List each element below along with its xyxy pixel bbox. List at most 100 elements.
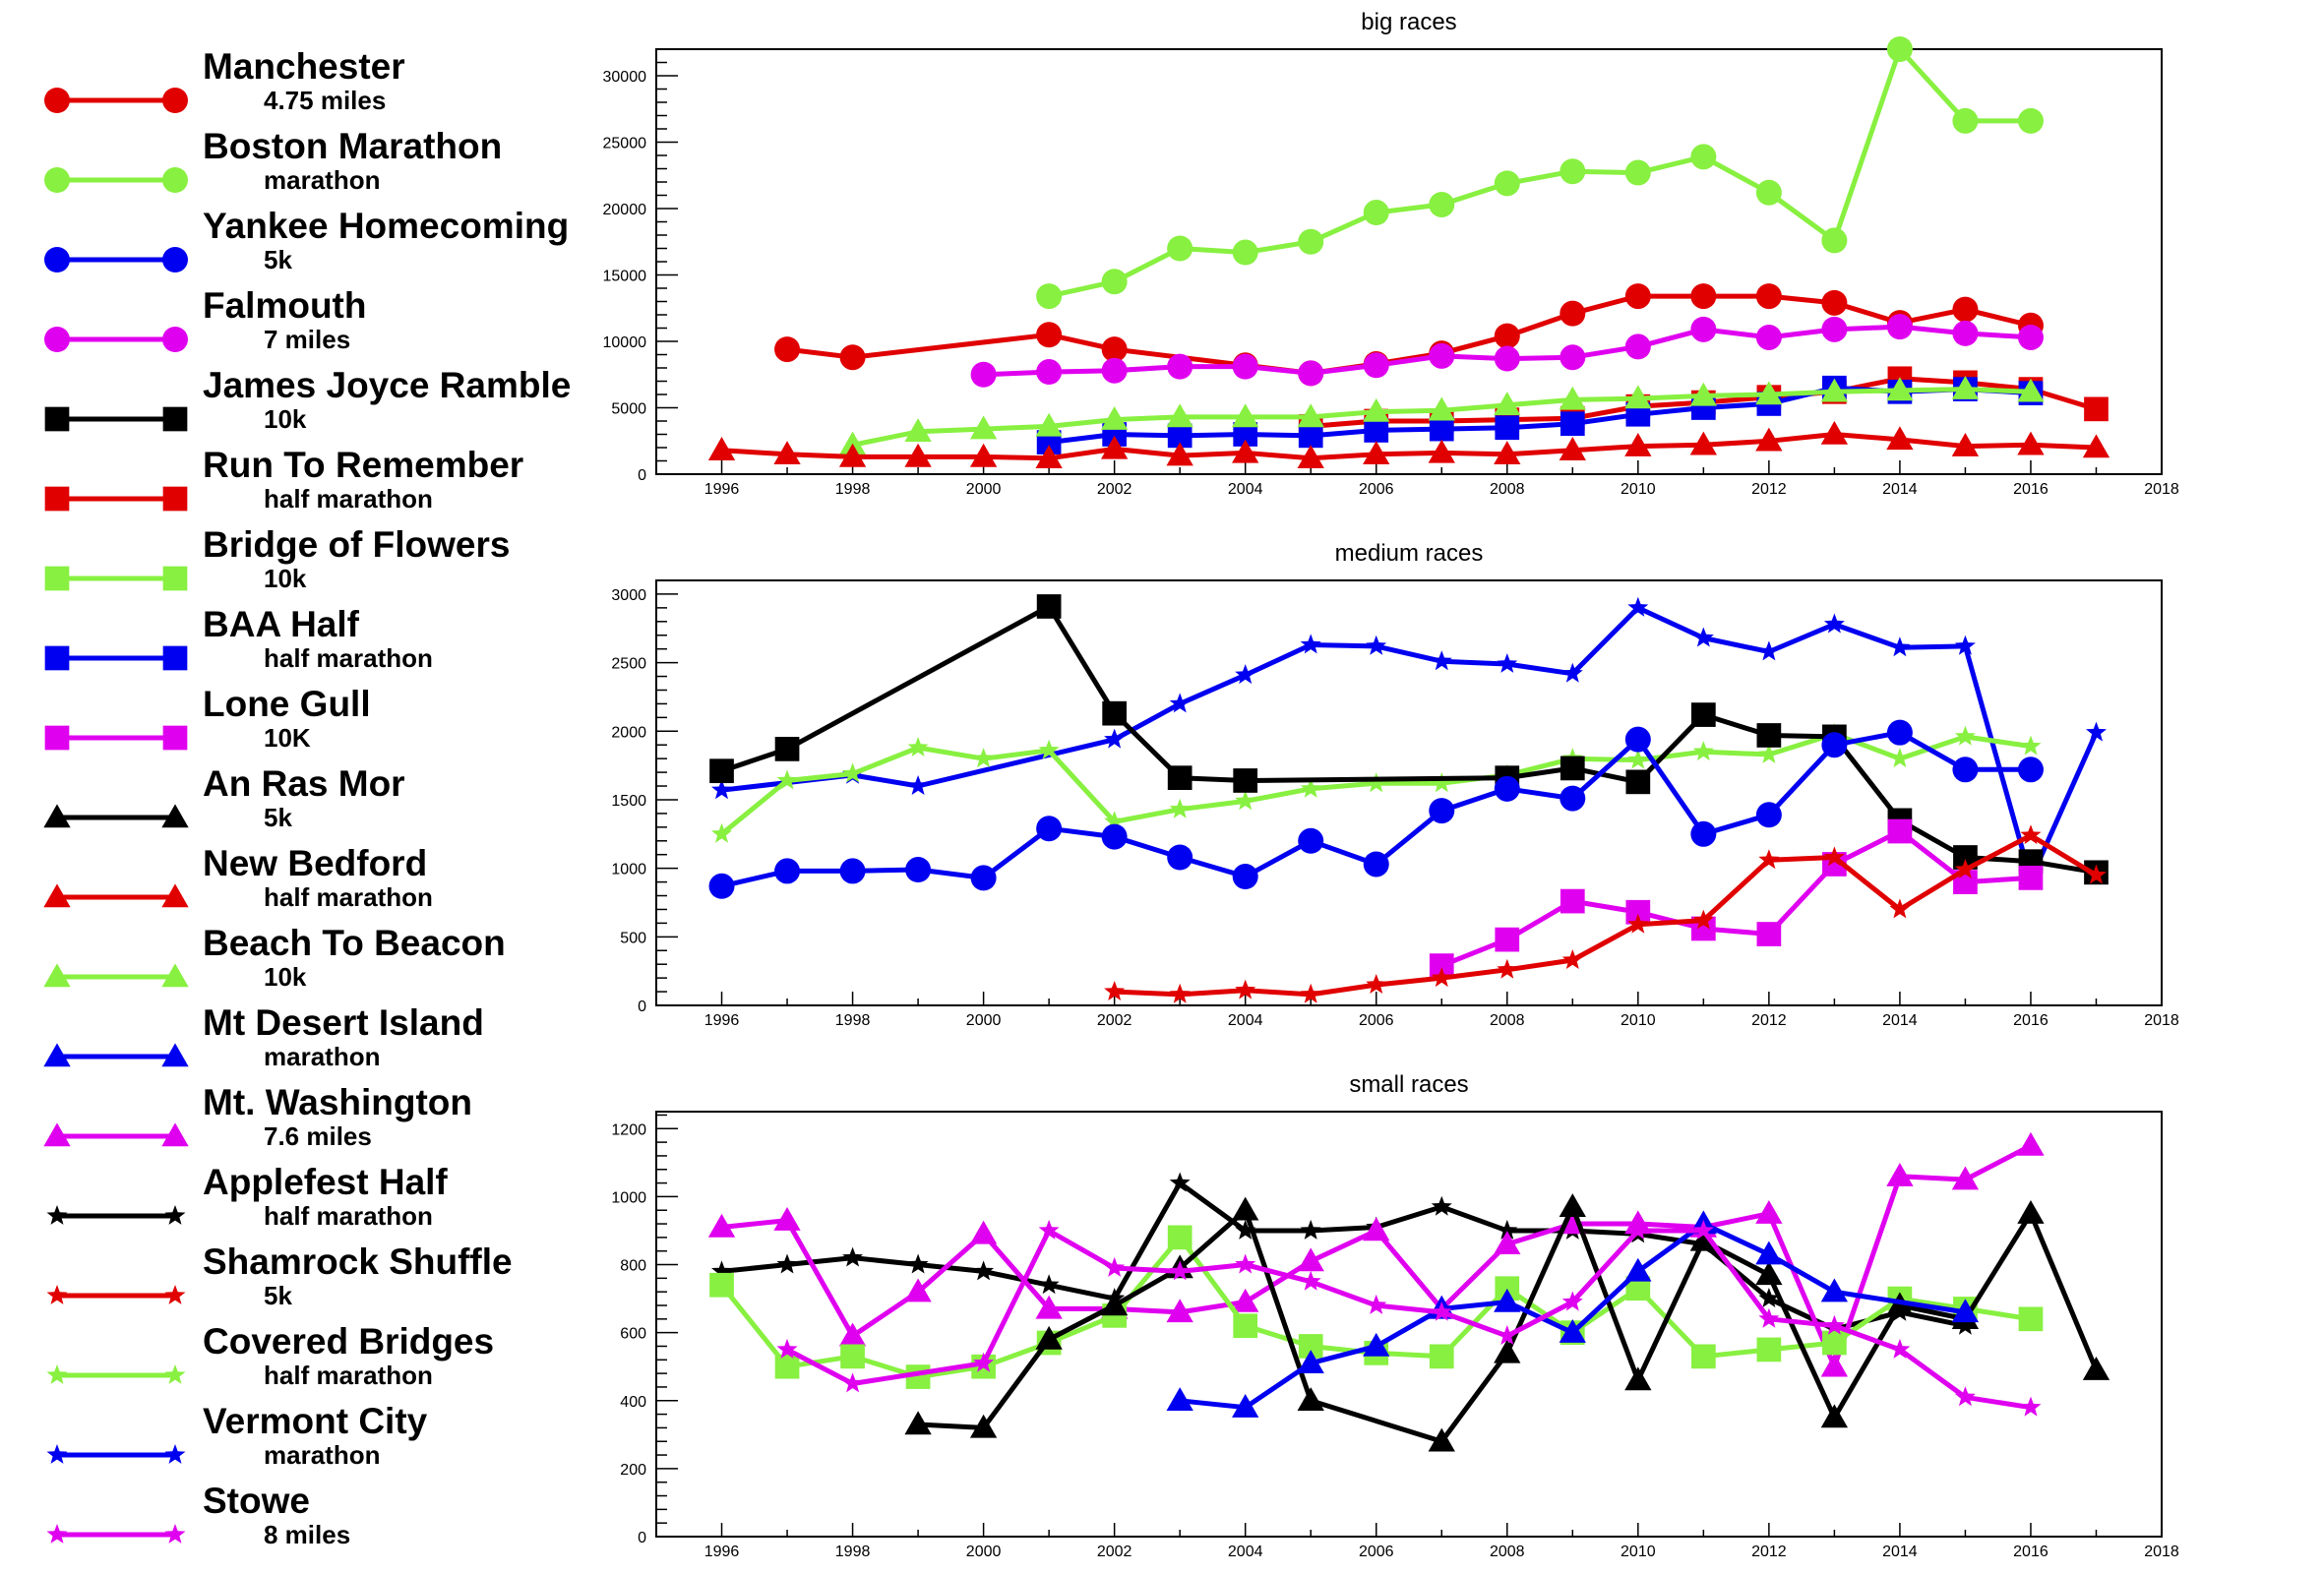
data-point-star <box>1758 640 1780 661</box>
data-point-triangle <box>1232 1196 1259 1221</box>
data-point-triangle <box>2082 434 2110 458</box>
x-tick-label: 1998 <box>835 1544 871 1560</box>
data-point-triangle <box>904 443 932 467</box>
legend-name: Beach To Beacon <box>203 923 506 963</box>
data-point-star <box>907 775 929 795</box>
data-point-star <box>1954 725 1976 746</box>
series-line <box>719 432 2099 461</box>
series-line <box>784 1228 2034 1411</box>
legend-distance: 10k <box>264 962 307 992</box>
data-point-triangle <box>2017 1131 2045 1156</box>
y-tick-label: 200 <box>620 1462 646 1479</box>
data-point-star <box>1758 1288 1780 1307</box>
legend-sample <box>43 963 189 988</box>
data-point-triangle <box>1232 1288 1259 1312</box>
data-point-triangle <box>1494 1288 1521 1312</box>
data-point-circle <box>1232 239 1258 266</box>
chart-title: medium races <box>1335 540 1484 567</box>
data-point-star <box>1627 596 1649 617</box>
data-point-triangle <box>1166 442 1193 466</box>
data-point-star <box>1169 693 1191 713</box>
y-tick-label: 1000 <box>611 862 646 878</box>
legend-sample <box>43 883 189 908</box>
data-point-square <box>1036 594 1062 619</box>
data-point-square <box>1233 768 1258 793</box>
data-point-triangle <box>1820 1278 1849 1302</box>
legend-name: Vermont City <box>203 1401 428 1441</box>
data-point-star <box>1366 772 1387 793</box>
data-point-circle <box>1560 158 1586 185</box>
legend-item-stowe: Stowe 8 miles <box>0 1480 600 1558</box>
data-point-star <box>1561 1291 1583 1311</box>
data-point-triangle <box>1886 426 1914 451</box>
y-tick-label: 25000 <box>603 136 647 152</box>
data-point-triangle <box>1559 1318 1586 1343</box>
data-point-triangle <box>1232 1394 1259 1418</box>
data-point-triangle <box>1689 1227 1717 1251</box>
data-point-circle <box>1101 357 1128 384</box>
y-tick-label: 0 <box>638 999 646 1015</box>
data-point-triangle <box>1886 377 1914 401</box>
data-point-star <box>1235 1253 1256 1274</box>
data-point-triangle <box>1166 1387 1193 1411</box>
legend-marker-square <box>162 645 188 671</box>
data-point-square <box>1756 922 1782 946</box>
data-point-circle <box>1821 316 1848 342</box>
series-falmouth <box>970 314 2044 388</box>
data-point-triangle <box>1428 439 1455 463</box>
data-point-circle <box>1560 785 1586 812</box>
data-point-star <box>1627 1219 1649 1240</box>
data-point-triangle <box>1035 1325 1063 1350</box>
data-point-circle <box>1952 107 1979 134</box>
data-point-circle <box>774 858 801 884</box>
plot-frame <box>655 1111 2163 1538</box>
data-point-star <box>2020 824 2042 845</box>
legend-marker-star <box>164 1364 186 1384</box>
data-point-triangle <box>1494 1339 1521 1363</box>
data-point-square <box>1560 756 1585 781</box>
y-tick-label: 3000 <box>611 587 646 604</box>
data-point-triangle <box>838 1322 867 1347</box>
x-tick-label: 2014 <box>1882 1544 1918 1560</box>
data-point-circle <box>1821 732 1848 758</box>
legend-distance: marathon <box>264 165 381 195</box>
x-tick-label: 2004 <box>1228 1544 1263 1560</box>
data-point-star <box>1431 1195 1452 1216</box>
data-point-triangle <box>1820 1353 1849 1377</box>
legend-marker-star <box>46 1524 68 1544</box>
legend-item-beach-to-beacon: Beach To Beacon 10k <box>0 922 600 1000</box>
data-point-triangle <box>707 1213 736 1238</box>
x-tick-label: 1998 <box>835 1012 871 1029</box>
legend-sample <box>46 1444 186 1464</box>
data-point-star <box>1104 981 1126 1000</box>
legend-sample <box>46 1205 186 1225</box>
data-point-star <box>973 748 995 768</box>
data-point-circle <box>774 336 801 363</box>
data-point-square <box>1560 411 1585 437</box>
legend-item-run-to-remember: Run To Remember half marathon <box>0 444 600 522</box>
legend-marker-triangle <box>161 1122 189 1147</box>
data-point-star <box>1823 1314 1845 1335</box>
data-point-circle <box>1036 359 1063 386</box>
data-point-circle <box>1036 283 1063 310</box>
legend-name: An Ras Mor <box>203 763 405 804</box>
y-tick-label: 10000 <box>603 334 647 351</box>
series-manchester <box>774 283 2044 387</box>
data-point-star <box>1104 811 1126 831</box>
plot-frame <box>655 579 2163 1006</box>
data-point-star <box>1169 798 1191 818</box>
data-point-star <box>1235 790 1256 811</box>
data-point-triangle <box>969 1414 998 1438</box>
x-tick-label: 2000 <box>966 481 1002 498</box>
chart-big-races: big races 0 5000 10000 15000 20000 25000 30000 1… <box>603 9 2179 498</box>
legend-name: Falmouth <box>203 285 367 326</box>
data-point-triangle <box>1755 1261 1783 1286</box>
legend-name: Boston Marathon <box>203 126 503 166</box>
x-tick-label: 2018 <box>2144 481 2179 498</box>
series-line <box>719 604 2099 876</box>
x-tick-label: 1996 <box>704 481 740 498</box>
data-point-circle <box>1298 228 1324 255</box>
x-tick-label: 2000 <box>966 1012 1002 1029</box>
data-point-triangle <box>1624 433 1652 456</box>
